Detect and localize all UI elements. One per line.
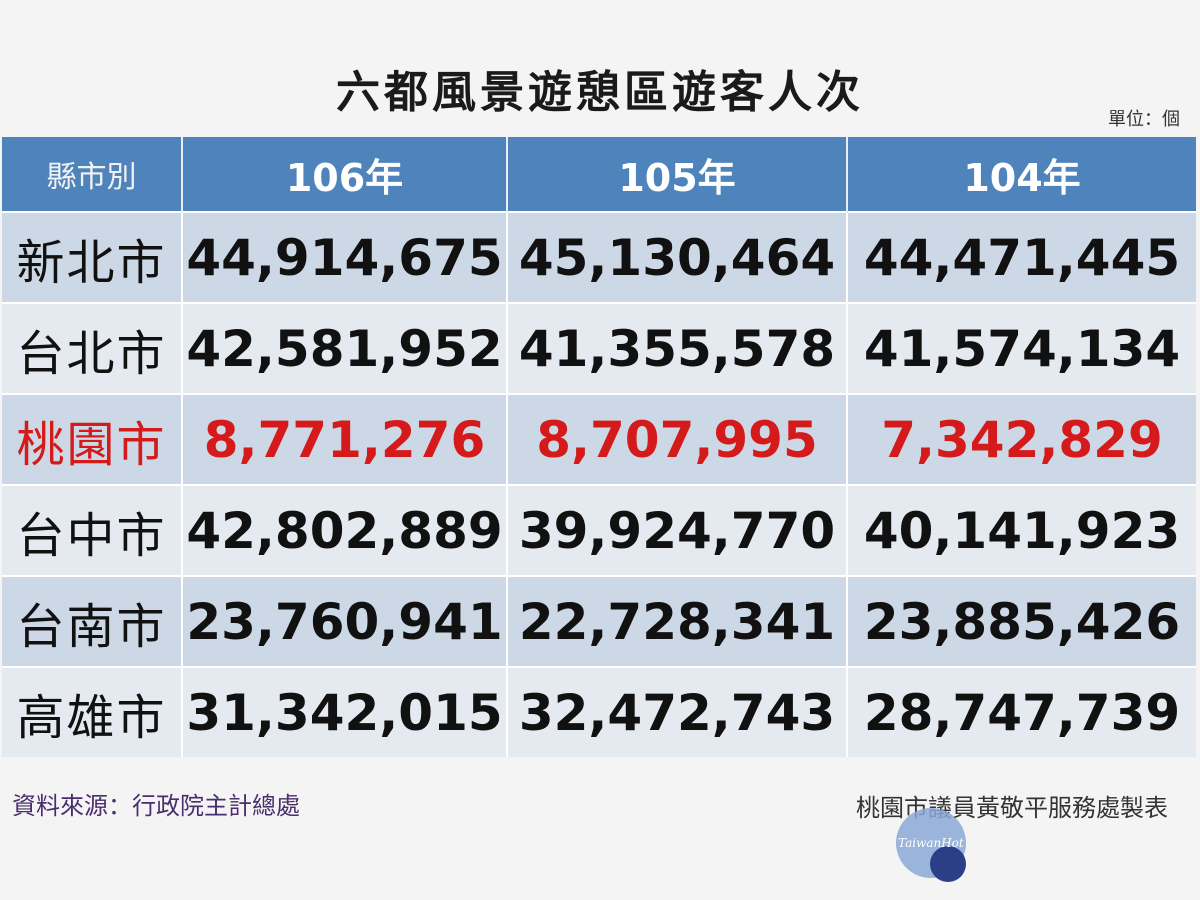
- city-cell: 台中市: [2, 484, 183, 576]
- header-year-106: 106年: [182, 137, 508, 212]
- value-cell: 42,581,952: [182, 302, 508, 394]
- value-cell: 44,914,675: [182, 211, 508, 303]
- logo-text: TaiwanHot: [898, 836, 964, 850]
- table-row: 新北市 44,914,675 45,130,464 44,471,445: [2, 211, 1196, 303]
- table-row: 高雄市 31,342,015 32,472,743 28,747,739: [2, 666, 1196, 757]
- watermark-logo: TaiwanHot: [896, 808, 976, 882]
- value-cell: 40,141,923: [847, 484, 1196, 576]
- value-cell: 23,885,426: [847, 575, 1196, 667]
- value-cell: 8,707,995: [507, 393, 848, 485]
- source-note: 資料來源：行政院主計總處: [12, 792, 300, 820]
- header-year-105: 105年: [507, 137, 848, 212]
- table-row: 台北市 42,581,952 41,355,578 41,574,134: [2, 302, 1196, 394]
- visitors-table: 縣市別 106年 105年 104年 新北市 44,914,675 45,130…: [2, 137, 1196, 757]
- header-city: 縣市別: [2, 137, 183, 212]
- unit-label: 單位：個: [1108, 109, 1180, 130]
- table-header-row: 縣市別 106年 105年 104年: [2, 137, 1196, 212]
- value-cell: 39,924,770: [507, 484, 848, 576]
- city-cell: 台南市: [2, 575, 183, 667]
- city-cell: 桃園市: [2, 393, 183, 485]
- value-cell: 8,771,276: [182, 393, 508, 485]
- city-cell: 台北市: [2, 302, 183, 394]
- header-year-104: 104年: [847, 137, 1196, 212]
- city-cell: 高雄市: [2, 666, 183, 757]
- page-title: 六都風景遊憩區遊客人次: [336, 67, 864, 118]
- table-row-highlighted: 桃園市 8,771,276 8,707,995 7,342,829: [2, 393, 1196, 485]
- table-row: 台南市 23,760,941 22,728,341 23,885,426: [2, 575, 1196, 667]
- value-cell: 23,760,941: [182, 575, 508, 667]
- value-cell: 42,802,889: [182, 484, 508, 576]
- value-cell: 44,471,445: [847, 211, 1196, 303]
- value-cell: 45,130,464: [507, 211, 848, 303]
- value-cell: 41,574,134: [847, 302, 1196, 394]
- table-row: 台中市 42,802,889 39,924,770 40,141,923: [2, 484, 1196, 576]
- city-cell: 新北市: [2, 211, 183, 303]
- value-cell: 7,342,829: [847, 393, 1196, 485]
- value-cell: 28,747,739: [847, 666, 1196, 757]
- logo-circle-small: [930, 846, 966, 882]
- value-cell: 32,472,743: [507, 666, 848, 757]
- value-cell: 31,342,015: [182, 666, 508, 757]
- value-cell: 22,728,341: [507, 575, 848, 667]
- value-cell: 41,355,578: [507, 302, 848, 394]
